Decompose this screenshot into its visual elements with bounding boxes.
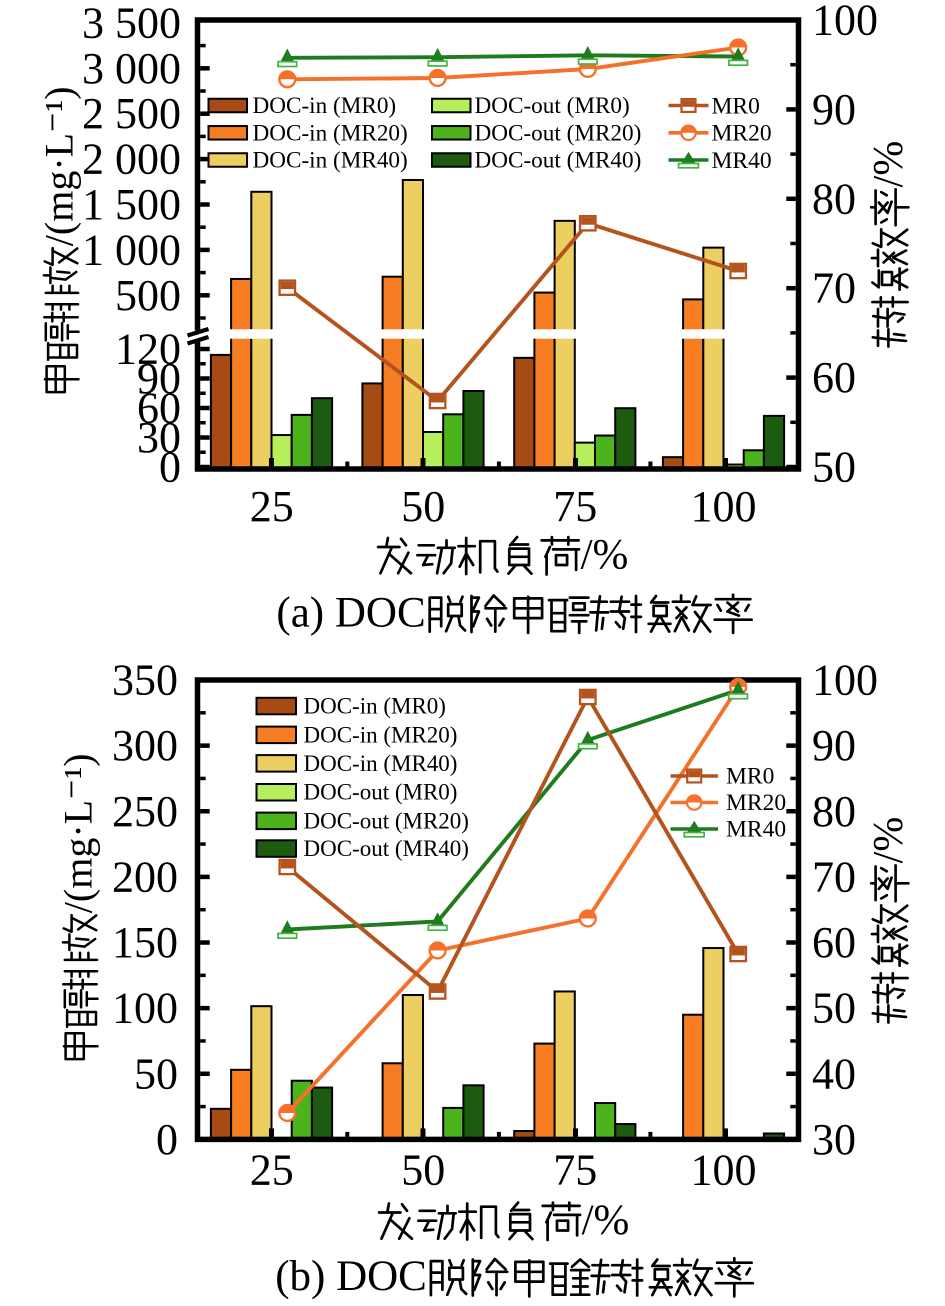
svg-text:30: 30 xyxy=(812,1115,856,1164)
svg-text:30: 30 xyxy=(137,413,181,462)
svg-text:(b) DOC: (b) DOC xyxy=(275,1253,427,1300)
svg-text:90: 90 xyxy=(812,721,856,770)
svg-text:/%: /% xyxy=(582,1197,630,1244)
svg-text:100: 100 xyxy=(812,0,878,45)
svg-text:350: 350 xyxy=(112,656,178,705)
svg-text:1 000: 1 000 xyxy=(82,225,181,274)
svg-text:150: 150 xyxy=(112,918,178,967)
svg-text:50: 50 xyxy=(401,482,445,531)
svg-text:100: 100 xyxy=(691,1146,757,1195)
svg-text:DOC-out (MR0): DOC-out (MR0) xyxy=(304,780,458,805)
svg-text:3 500: 3 500 xyxy=(82,0,181,47)
svg-text:MR20: MR20 xyxy=(712,121,772,147)
svg-text:50: 50 xyxy=(812,443,856,492)
svg-text:60: 60 xyxy=(812,353,856,402)
svg-text:90: 90 xyxy=(137,354,181,403)
svg-text:/(mg·L⁻¹): /(mg·L⁻¹) xyxy=(55,753,100,913)
svg-text:90: 90 xyxy=(812,85,856,134)
svg-text:/%: /% xyxy=(581,531,629,578)
svg-text:MR0: MR0 xyxy=(712,93,760,119)
svg-text:DOC-out (MR0): DOC-out (MR0) xyxy=(475,93,630,119)
svg-text:MR0: MR0 xyxy=(726,764,774,790)
svg-text:DOC-in (MR20): DOC-in (MR20) xyxy=(304,722,458,747)
svg-text:3 000: 3 000 xyxy=(82,44,181,93)
svg-text:100: 100 xyxy=(112,984,178,1033)
svg-text:70: 70 xyxy=(812,852,856,901)
svg-text:DOC-in (MR20): DOC-in (MR20) xyxy=(253,120,408,146)
svg-text:/%: /% xyxy=(866,141,912,188)
svg-text:DOC-out (MR40): DOC-out (MR40) xyxy=(304,836,469,861)
svg-text:60: 60 xyxy=(137,384,181,433)
svg-text:(a) DOC: (a) DOC xyxy=(276,589,425,636)
svg-text:DOC-in (MR40): DOC-in (MR40) xyxy=(253,148,408,174)
svg-text:50: 50 xyxy=(134,1049,178,1098)
svg-text:1 500: 1 500 xyxy=(82,180,181,229)
svg-text:/(mg·L⁻¹): /(mg·L⁻¹) xyxy=(36,86,81,246)
svg-text:100: 100 xyxy=(691,482,757,531)
svg-text:70: 70 xyxy=(812,264,856,313)
svg-text:MR40: MR40 xyxy=(712,148,772,174)
svg-text:100: 100 xyxy=(812,656,878,705)
svg-text:/%: /% xyxy=(866,817,912,864)
svg-text:DOC-out (MR20): DOC-out (MR20) xyxy=(304,808,469,833)
svg-text:DOC-in (MR0): DOC-in (MR0) xyxy=(253,93,397,119)
svg-text:80: 80 xyxy=(812,174,856,223)
svg-text:0: 0 xyxy=(156,1115,178,1164)
svg-text:75: 75 xyxy=(553,482,597,531)
svg-text:50: 50 xyxy=(401,1146,445,1195)
svg-text:DOC-out (MR40): DOC-out (MR40) xyxy=(475,148,642,174)
svg-text:75: 75 xyxy=(553,1146,597,1195)
svg-text:250: 250 xyxy=(112,787,178,836)
svg-text:MR40: MR40 xyxy=(726,817,786,843)
svg-text:300: 300 xyxy=(112,721,178,770)
svg-text:2 000: 2 000 xyxy=(82,135,181,184)
svg-text:25: 25 xyxy=(250,1146,294,1195)
svg-text:DOC-out (MR20): DOC-out (MR20) xyxy=(475,120,642,146)
svg-text:0: 0 xyxy=(159,443,181,492)
svg-text:60: 60 xyxy=(812,918,856,967)
svg-text:200: 200 xyxy=(112,852,178,901)
svg-text:2 500: 2 500 xyxy=(82,89,181,138)
svg-text:DOC-in (MR40): DOC-in (MR40) xyxy=(304,751,458,776)
svg-text:80: 80 xyxy=(812,787,856,836)
svg-text:50: 50 xyxy=(812,984,856,1033)
svg-text:DOC-in (MR0): DOC-in (MR0) xyxy=(304,694,446,719)
svg-text:25: 25 xyxy=(250,482,294,531)
svg-text:120: 120 xyxy=(115,325,181,374)
svg-text:500: 500 xyxy=(115,271,181,320)
svg-text:MR20: MR20 xyxy=(726,790,786,816)
svg-text:40: 40 xyxy=(812,1049,856,1098)
